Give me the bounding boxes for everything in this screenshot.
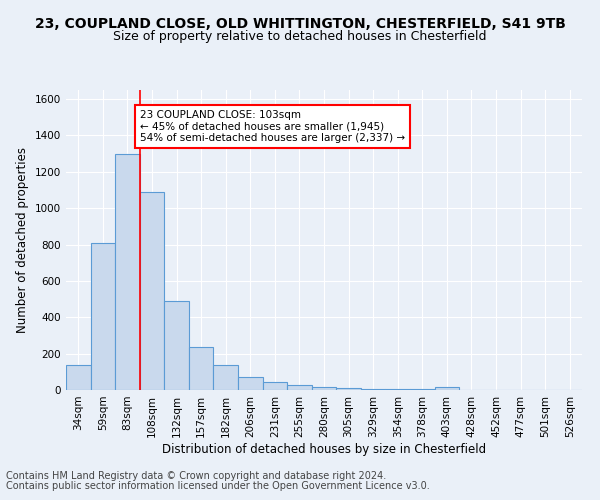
Bar <box>140 192 164 390</box>
Bar <box>312 388 336 390</box>
Bar <box>164 301 189 390</box>
Bar <box>238 377 263 390</box>
Text: 23 COUPLAND CLOSE: 103sqm
← 45% of detached houses are smaller (1,945)
54% of se: 23 COUPLAND CLOSE: 103sqm ← 45% of detac… <box>140 110 405 143</box>
Bar <box>66 364 91 390</box>
Bar <box>214 366 238 390</box>
X-axis label: Distribution of detached houses by size in Chesterfield: Distribution of detached houses by size … <box>162 442 486 456</box>
Bar <box>385 389 410 390</box>
Bar <box>361 388 385 390</box>
Bar <box>410 389 434 390</box>
Text: Contains public sector information licensed under the Open Government Licence v3: Contains public sector information licen… <box>6 481 430 491</box>
Bar <box>434 387 459 390</box>
Bar <box>336 388 361 390</box>
Text: Size of property relative to detached houses in Chesterfield: Size of property relative to detached ho… <box>113 30 487 43</box>
Bar <box>189 348 214 390</box>
Bar <box>263 382 287 390</box>
Bar <box>287 386 312 390</box>
Bar <box>91 242 115 390</box>
Text: 23, COUPLAND CLOSE, OLD WHITTINGTON, CHESTERFIELD, S41 9TB: 23, COUPLAND CLOSE, OLD WHITTINGTON, CHE… <box>35 18 565 32</box>
Y-axis label: Number of detached properties: Number of detached properties <box>16 147 29 333</box>
Text: Contains HM Land Registry data © Crown copyright and database right 2024.: Contains HM Land Registry data © Crown c… <box>6 471 386 481</box>
Bar <box>115 154 140 390</box>
